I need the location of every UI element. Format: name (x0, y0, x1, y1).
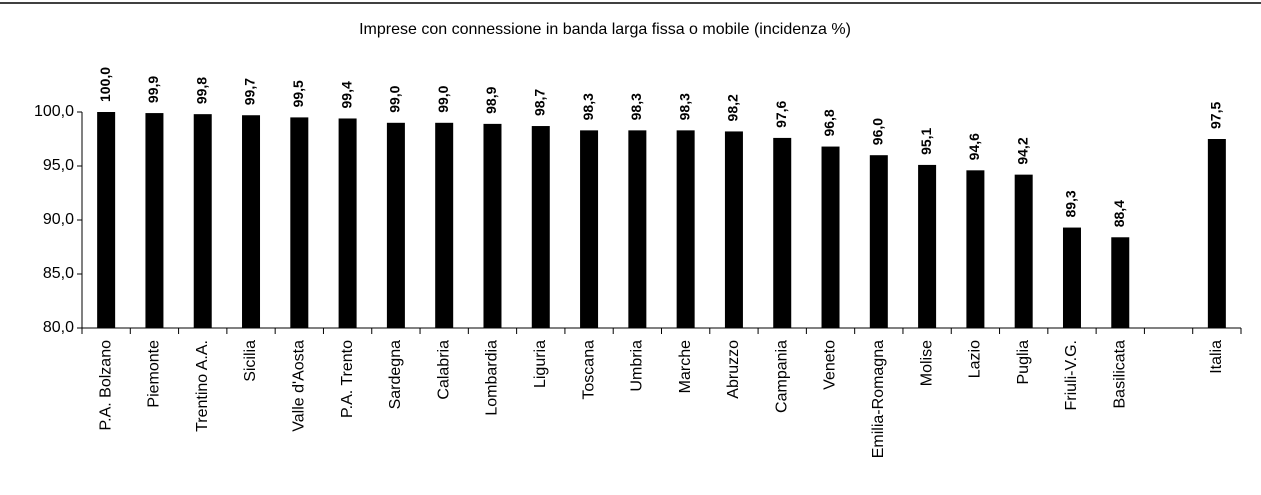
x-tick-label: P.A. Bolzano (97, 340, 114, 431)
value-label: 98,2 (725, 94, 741, 121)
value-label: 100,0 (97, 67, 113, 102)
value-label: 99,0 (387, 85, 403, 112)
bar (966, 170, 985, 328)
x-tick-label: Emilia-Romagna (870, 340, 887, 458)
value-label: 99,0 (435, 85, 451, 112)
value-label: 98,3 (628, 93, 644, 120)
y-tick-label: 100,0 (34, 103, 74, 120)
x-tick-label: Sicilia (242, 340, 259, 382)
x-tick-label: Marche (677, 340, 694, 393)
x-tick-label: Valle d'Aosta (291, 340, 308, 432)
x-tick-label: Lombardia (484, 340, 501, 416)
x-tick-label: Umbria (629, 340, 646, 392)
x-tick-label: Puglia (1015, 340, 1032, 385)
value-label: 99,8 (193, 77, 209, 104)
x-tick-label: Calabria (435, 340, 452, 400)
bar (145, 113, 164, 328)
x-tick-label: Abruzzo (725, 340, 742, 399)
bar (242, 115, 261, 329)
bar (97, 112, 116, 328)
value-label: 94,6 (966, 133, 982, 160)
value-label: 97,6 (773, 100, 789, 127)
x-tick-label: Sardegna (387, 340, 404, 409)
bar (1111, 237, 1130, 328)
bar (821, 146, 840, 328)
bar (338, 118, 357, 328)
bar (918, 164, 937, 328)
bar (724, 131, 743, 328)
bar (580, 130, 599, 328)
bar (435, 122, 454, 328)
x-tick-label: Italia (1208, 340, 1225, 374)
value-label: 99,5 (290, 80, 306, 107)
value-label: 89,3 (1063, 190, 1079, 217)
y-tick-label: 80,0 (43, 319, 74, 336)
bar (869, 155, 888, 328)
x-tick-label: Molise (918, 340, 935, 386)
x-tick-label: Lazio (967, 340, 984, 378)
bar (628, 130, 647, 328)
bar (386, 122, 405, 328)
value-label: 95,1 (918, 127, 934, 154)
bar (1014, 174, 1033, 328)
bar (773, 137, 792, 328)
bar (290, 117, 309, 329)
y-tick-label: 90,0 (43, 211, 74, 228)
value-label: 99,9 (145, 76, 161, 103)
x-tick-label: Friuli-V.G. (1063, 340, 1080, 411)
bar (676, 130, 695, 328)
bar (531, 126, 550, 328)
value-label: 98,7 (531, 89, 547, 116)
x-tick-label: Basilicata (1111, 340, 1128, 409)
x-tick-label: Campania (773, 340, 790, 413)
x-tick-label: Toscana (580, 340, 597, 400)
x-tick-label: Trentino A.A. (194, 340, 211, 432)
value-label: 88,4 (1111, 200, 1127, 227)
y-tick-label: 95,0 (43, 157, 74, 174)
bar (1207, 139, 1226, 328)
value-label: 98,3 (676, 93, 692, 120)
x-tick-label: Piemonte (146, 340, 163, 408)
value-label: 98,9 (483, 86, 499, 113)
value-label: 99,4 (338, 81, 354, 108)
chart-title: Imprese con connessione in banda larga f… (359, 21, 851, 38)
value-label: 96,8 (821, 109, 837, 136)
bar (483, 123, 502, 328)
value-label: 96,0 (870, 118, 886, 145)
value-label: 98,3 (580, 93, 596, 120)
y-tick-label: 85,0 (43, 265, 74, 282)
value-label: 94,2 (1014, 137, 1030, 164)
value-label: 99,7 (242, 78, 258, 105)
x-tick-label: P.A. Trento (339, 340, 356, 418)
x-tick-label: Veneto (822, 340, 839, 390)
bar (193, 114, 212, 328)
bar (1062, 227, 1081, 328)
value-label: 97,5 (1208, 102, 1224, 129)
x-tick-label: Liguria (532, 340, 549, 388)
